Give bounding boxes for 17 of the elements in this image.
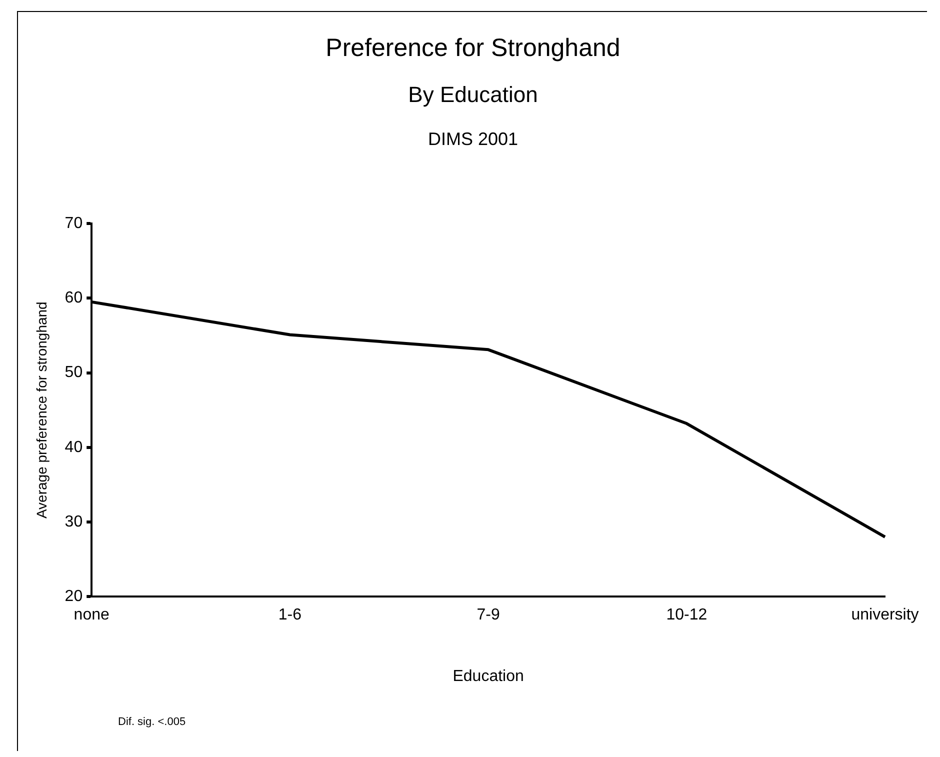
x-tick-label: 1-6 bbox=[278, 606, 302, 624]
x-axis-title: Education bbox=[452, 668, 524, 685]
x-tick-label: none bbox=[74, 606, 110, 624]
y-tick-label: 40 bbox=[64, 438, 83, 456]
chart-subtitle: By Education bbox=[407, 82, 539, 108]
y-tick-label: 20 bbox=[64, 588, 83, 606]
y-axis-title: Average preference for stronghand bbox=[33, 302, 50, 519]
text: Dif. sig. <.005 bbox=[118, 716, 186, 728]
x-tick-label: 7-9 bbox=[476, 606, 500, 624]
y-tick-label: 30 bbox=[64, 513, 83, 530]
y-tick-label: 70 bbox=[64, 215, 83, 232]
y-tick-label: 50 bbox=[64, 364, 83, 382]
x-tick-label: university bbox=[851, 606, 919, 624]
chart-title: Preference for Stronghand bbox=[324, 34, 622, 63]
x-tick-label: 10-12 bbox=[666, 606, 708, 624]
text: DIMS 2001 bbox=[426, 129, 520, 150]
y-tick-label: 60 bbox=[64, 290, 83, 307]
